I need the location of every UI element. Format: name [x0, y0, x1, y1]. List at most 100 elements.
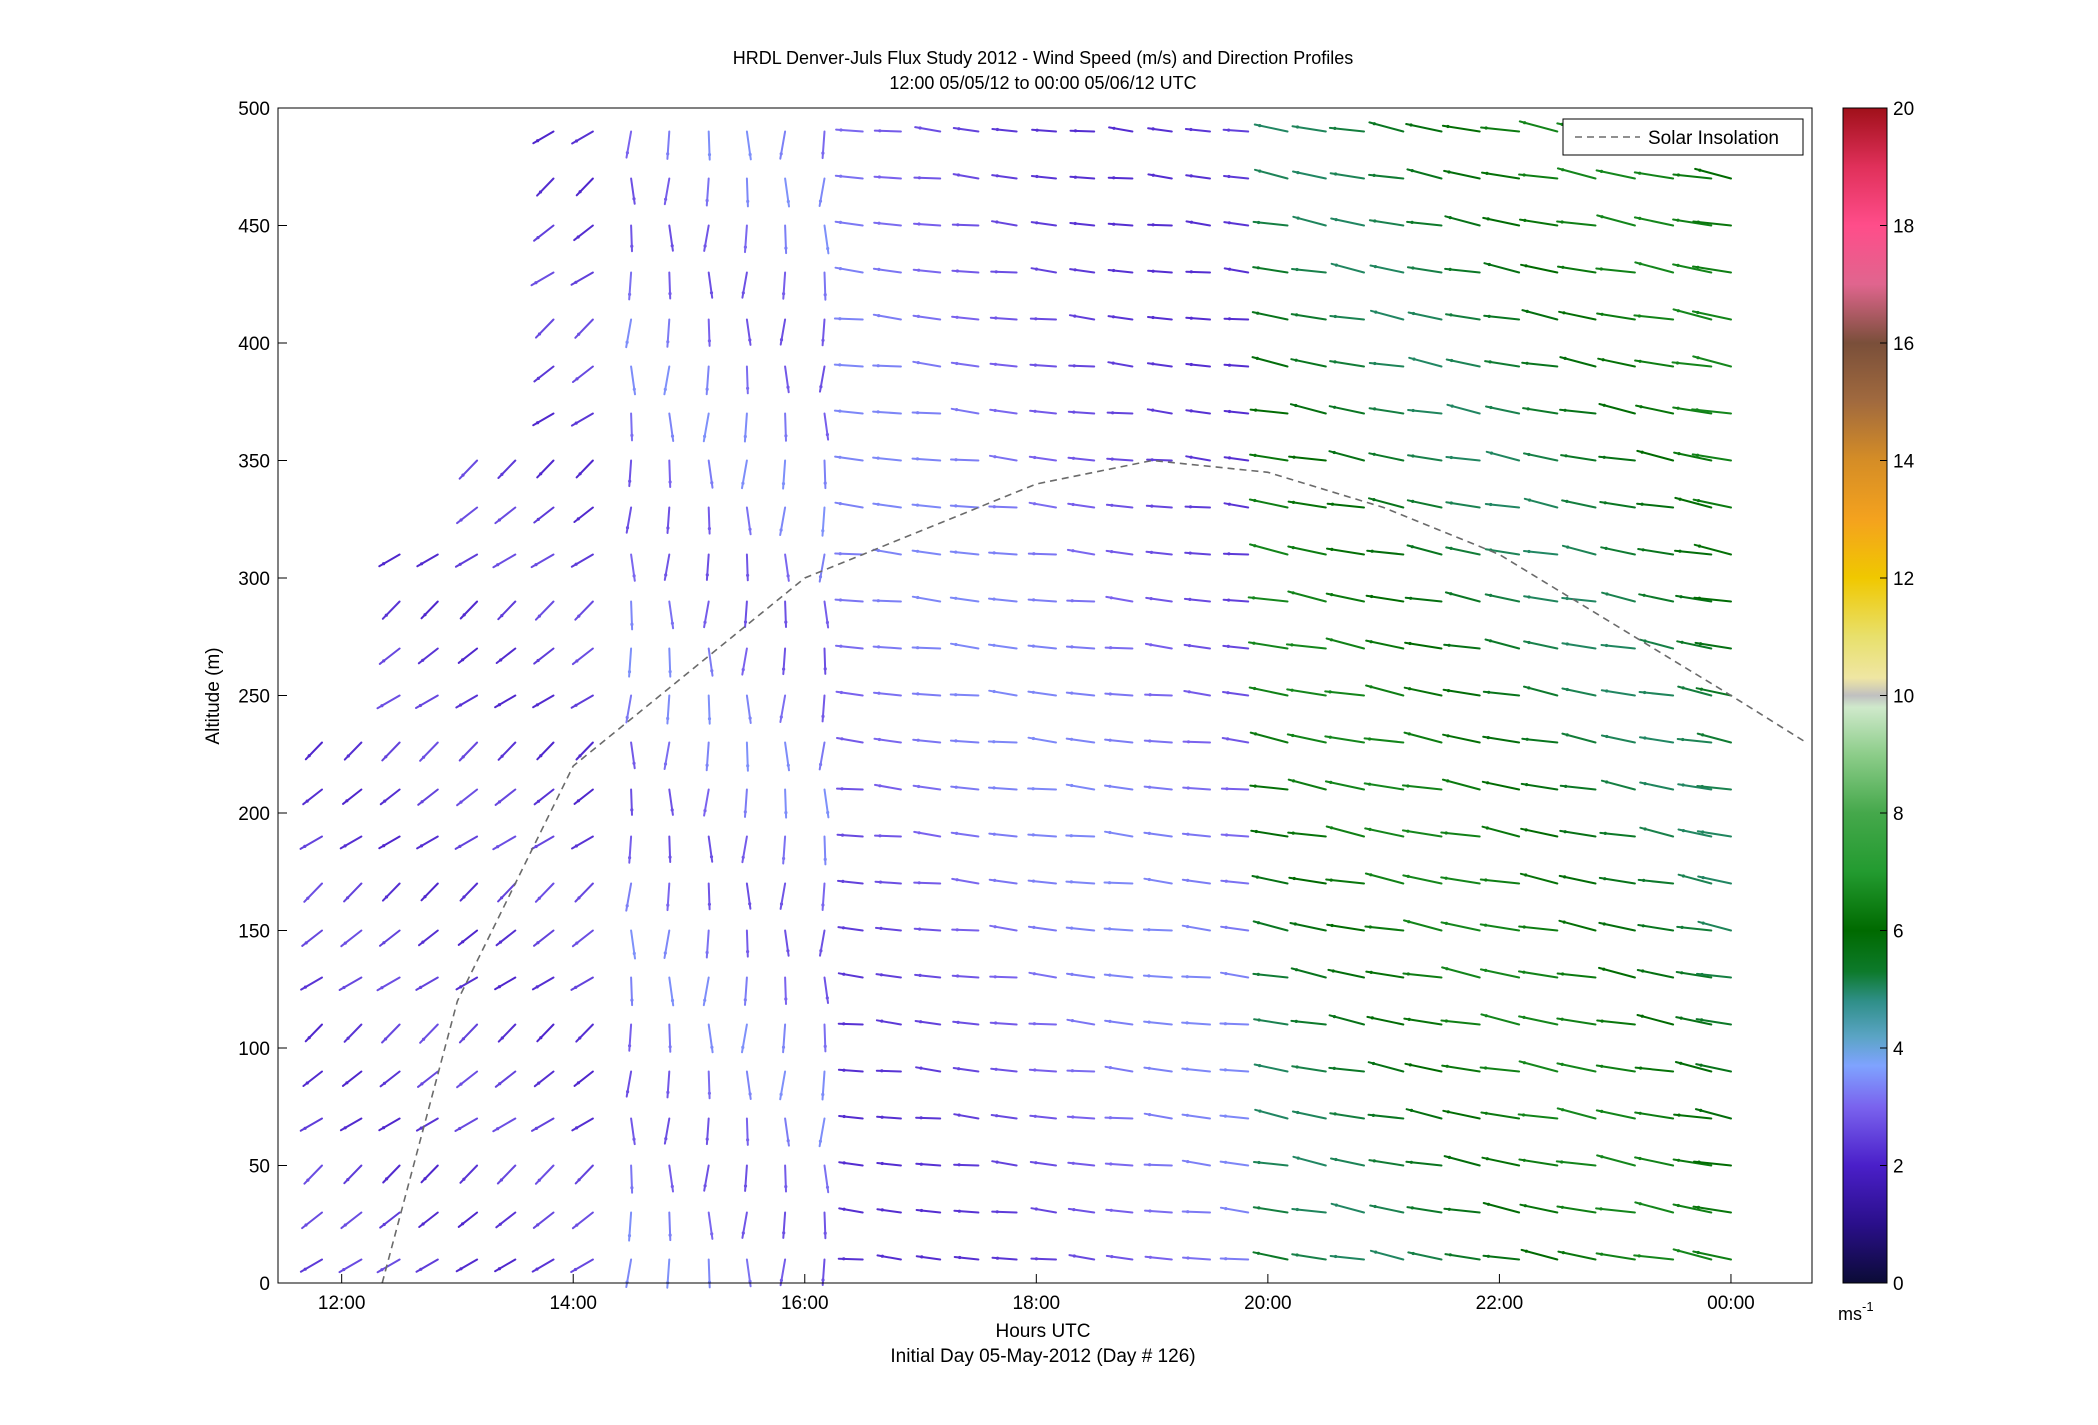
wind-arrow-head	[625, 526, 630, 530]
wind-arrow-head	[1643, 782, 1647, 786]
wind-arrow-head	[1408, 641, 1412, 646]
wind-arrow-head	[1700, 784, 1704, 789]
plot-frame	[277, 107, 1813, 1284]
wind-arrow-head	[955, 269, 960, 273]
wind-arrow-head	[784, 246, 788, 250]
wind-arrow-head	[1070, 972, 1074, 977]
wind-arrow-head	[1602, 455, 1606, 459]
wind-arrow-head	[1698, 168, 1702, 172]
y-tick-label: 450	[238, 217, 270, 238]
wind-arrow-head	[1448, 1253, 1452, 1257]
wind-arrow-head	[663, 951, 667, 955]
colorbar-unit-exponent: -1	[1862, 1299, 1874, 1314]
wind-arrow-head	[1224, 879, 1228, 883]
wind-arrow-head	[995, 127, 1000, 132]
wind-arrow-head	[632, 387, 636, 391]
wind-arrow-head	[838, 552, 842, 556]
wind-arrow-head	[707, 339, 712, 343]
legend-label: Solar Insolation	[1648, 128, 1779, 149]
wind-arrow-head	[1108, 1019, 1112, 1024]
wind-arrow-head	[1602, 922, 1606, 926]
wind-arrow-head	[1034, 1257, 1038, 1261]
wind-arrow-head	[578, 754, 582, 758]
wind-arrow-head	[1369, 640, 1373, 644]
wind-arrow-head	[746, 386, 750, 390]
wind-arrow-head	[1410, 1206, 1414, 1210]
wind-arrow-head	[423, 895, 427, 899]
wind-arrow-head	[707, 527, 712, 531]
wind-arrow-head	[1696, 356, 1700, 360]
wind-arrow-head	[1561, 265, 1565, 269]
wind-arrow-head	[1676, 263, 1680, 267]
wind-arrow-head	[343, 844, 347, 848]
wind-arrow-head	[826, 810, 830, 815]
wind-arrow-head	[1069, 834, 1073, 838]
colorbar-tick-label: 20	[1893, 99, 1914, 120]
wind-arrow-head	[1295, 1207, 1299, 1212]
wind-arrow-head	[1151, 362, 1155, 366]
wind-arrow-head	[496, 1127, 500, 1131]
wind-arrow-head	[1676, 406, 1680, 410]
wind-arrow-head	[1295, 267, 1299, 272]
wind-arrow-head	[1696, 265, 1700, 269]
wind-arrow-head	[1110, 503, 1114, 507]
wind-arrow-head	[1151, 408, 1155, 412]
wind-arrow-head	[746, 573, 750, 577]
wind-arrow-head	[784, 434, 788, 438]
wind-arrow-head	[1486, 1202, 1491, 1206]
wind-arrow-head	[840, 833, 845, 837]
wind-arrow-head	[1185, 1021, 1189, 1025]
wind-arrow-head	[1697, 1160, 1701, 1164]
wind-arrow-head	[1186, 786, 1190, 790]
wind-arrow-head	[1489, 451, 1494, 455]
wind-arrow-head	[576, 799, 581, 803]
wind-arrows	[299, 120, 1732, 1289]
wind-arrow-head	[577, 1178, 581, 1182]
wind-arrow-head	[1369, 873, 1373, 877]
wind-arrow-head	[741, 668, 745, 672]
wind-arrow-head	[1189, 220, 1194, 224]
wind-arrow-head	[1032, 502, 1037, 506]
wind-arrow-head	[918, 927, 922, 931]
wind-arrow-head	[1604, 643, 1609, 648]
wind-arrow-head	[955, 878, 959, 882]
wind-arrow-head	[630, 998, 634, 1002]
wind-arrow-head	[1032, 598, 1036, 602]
wind-arrow-head	[1560, 1205, 1564, 1209]
wind-arrow-head	[382, 844, 386, 848]
wind-arrow-head	[823, 293, 827, 297]
wind-arrow-head	[422, 755, 426, 759]
wind-arrow-head	[1256, 972, 1260, 977]
wind-arrow-head	[1151, 315, 1155, 320]
wind-arrow-head	[1407, 732, 1411, 736]
colorbar-tick-label: 2	[1893, 1157, 1904, 1178]
wind-arrow-head	[1033, 409, 1037, 413]
wind-arrow-head	[1291, 546, 1295, 550]
wind-arrow-head	[779, 1278, 784, 1282]
wind-arrow-head	[1333, 126, 1337, 130]
colorbar-tick-label: 12	[1893, 569, 1914, 590]
wind-arrow-head	[995, 1114, 999, 1118]
wind-arrow-head	[1031, 644, 1035, 648]
wind-arrow-head	[819, 949, 823, 953]
wind-arrow-head	[748, 1092, 752, 1096]
colorbar-tick-label: 0	[1893, 1274, 1904, 1295]
wind-arrow-head	[957, 1113, 961, 1117]
wind-arrow-head	[842, 1114, 846, 1119]
wind-arrow-head	[877, 314, 881, 318]
wind-arrow-head	[1370, 1016, 1374, 1020]
wind-arrow-head	[1601, 358, 1605, 362]
x-tick-label: 12:00	[318, 1293, 366, 1314]
wind-arrow-head	[779, 902, 784, 906]
wind-arrow-head	[1109, 596, 1113, 600]
wind-arrow-head	[1599, 267, 1603, 271]
wind-arrow-head	[1638, 1111, 1642, 1115]
wind-arrow-head	[1293, 922, 1297, 926]
chart-subtitle: 12:00 05/05/12 to 00:00 05/06/12 UTC	[889, 73, 1196, 93]
colorbar-tick-label: 18	[1893, 217, 1914, 238]
wind-arrow-head	[536, 941, 540, 945]
wind-arrow-head	[422, 1037, 426, 1041]
wind-arrow-head	[668, 292, 672, 296]
wind-arrow-head	[748, 338, 752, 342]
